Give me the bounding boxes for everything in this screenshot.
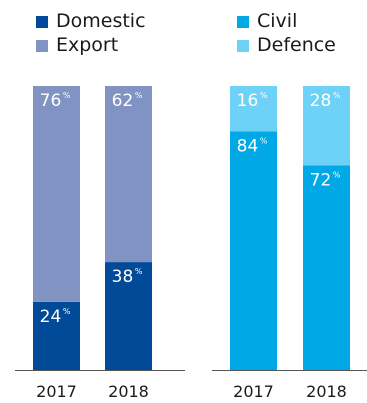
tick-label-left-2017: 2017 <box>36 382 77 401</box>
tick-label-right-2018: 2018 <box>306 382 347 401</box>
data-label-left-2017-export: 76 <box>40 91 62 111</box>
data-label-right-2018-civil: 72 <box>310 171 332 191</box>
legend-swatch-domestic <box>36 16 48 28</box>
bar-left-2017-export <box>33 86 80 302</box>
data-label-unit-left-2018-domestic: % <box>135 267 143 276</box>
data-label-unit-left-2018-export: % <box>135 91 143 100</box>
data-label-unit-right-2017-defence: % <box>260 91 268 100</box>
tick-label-left-2018: 2018 <box>108 382 149 401</box>
data-label-unit-left-2017-domestic: % <box>63 307 71 316</box>
data-label-left-2017-domestic: 24 <box>40 307 62 327</box>
legend-label-defence: Defence <box>257 34 336 56</box>
bar-left-2018-domestic <box>105 262 152 370</box>
data-label-right-2017-defence: 16 <box>237 91 259 111</box>
data-label-unit-right-2018-defence: % <box>333 91 341 100</box>
data-label-left-2018-export: 62 <box>112 91 134 111</box>
data-label-unit-right-2018-civil: % <box>333 171 341 180</box>
bar-left-2017-domestic <box>33 301 80 370</box>
bar-right-2017-civil <box>230 131 277 370</box>
legend-swatch-defence <box>237 40 249 52</box>
legend-label-civil: Civil <box>257 10 298 32</box>
legend-label-export: Export <box>56 34 119 56</box>
legend-swatch-export <box>36 40 48 52</box>
bar-right-2018-defence <box>303 86 350 166</box>
data-label-unit-right-2017-civil: % <box>260 136 268 145</box>
bar-right-2017-defence <box>230 86 277 132</box>
legend-label-domestic: Domestic <box>56 10 146 32</box>
data-label-right-2018-defence: 28 <box>310 91 332 111</box>
bar-right-2018-civil <box>303 165 350 370</box>
data-label-right-2017-civil: 84 <box>237 136 259 156</box>
tick-label-right-2017: 2017 <box>233 382 274 401</box>
data-label-left-2018-domestic: 38 <box>112 267 134 287</box>
data-label-unit-left-2017-export: % <box>63 91 71 100</box>
legend-swatch-civil <box>237 16 249 28</box>
bar-left-2018-export <box>105 86 152 263</box>
